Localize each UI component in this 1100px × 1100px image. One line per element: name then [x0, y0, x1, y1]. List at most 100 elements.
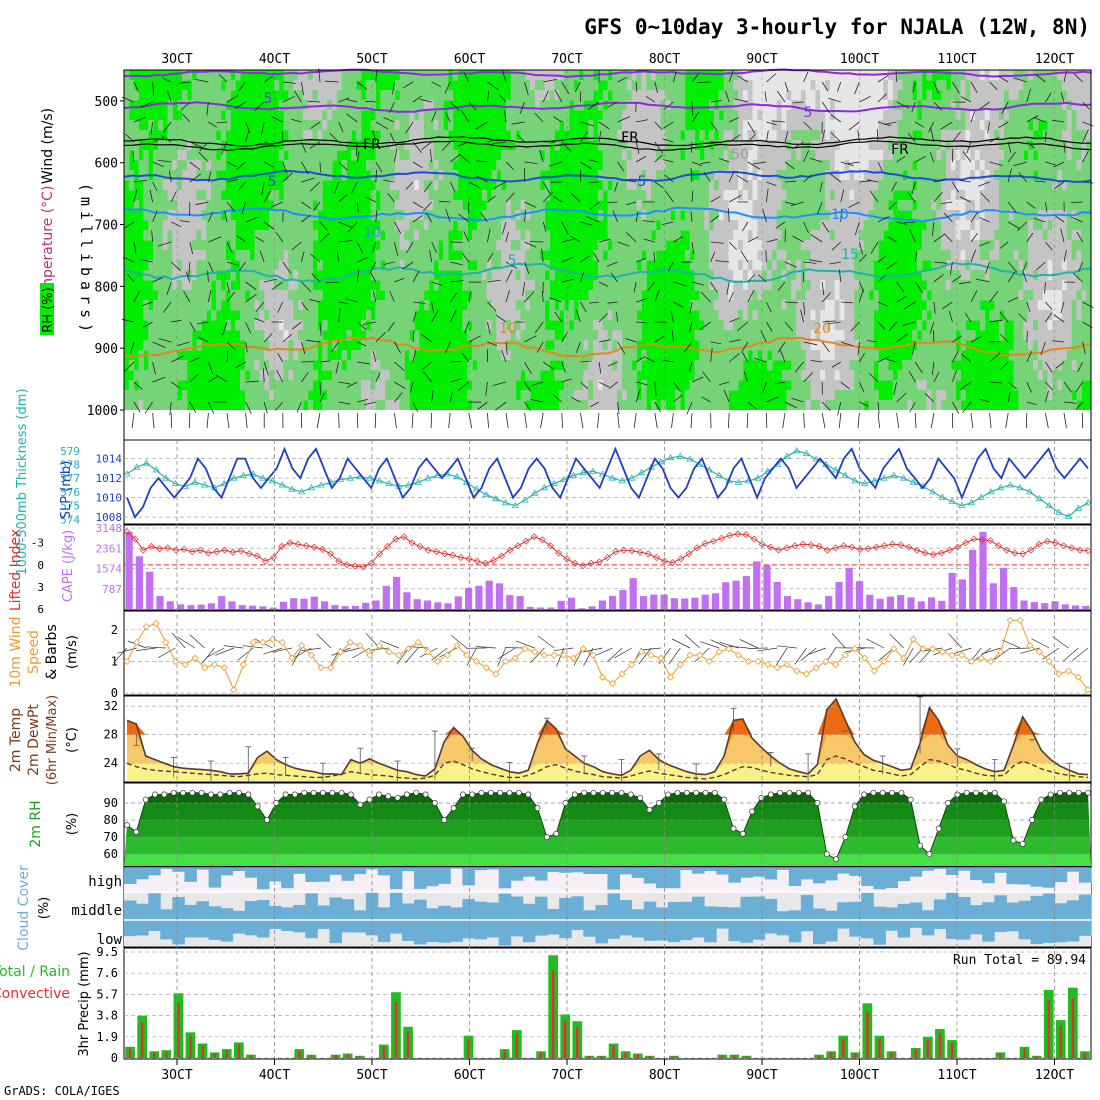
rh-cell	[965, 130, 971, 141]
rh-cell	[1037, 170, 1044, 181]
rh-cell	[820, 270, 826, 281]
rh-cell	[796, 220, 802, 231]
rh-cell	[283, 200, 289, 211]
rh-cell	[829, 270, 836, 281]
rh-cell	[602, 260, 609, 271]
rh-cell	[863, 340, 870, 351]
rh-cell	[1071, 310, 1078, 321]
rh-cell	[1023, 340, 1029, 351]
rh-cell	[767, 150, 773, 161]
rh-cell	[472, 350, 478, 361]
rh-cell	[254, 310, 260, 321]
rh-cell	[800, 230, 807, 241]
rh-cell	[820, 90, 826, 101]
rh-cell	[757, 200, 763, 211]
rh-cell	[1033, 330, 1039, 341]
rh-cell	[510, 110, 517, 121]
rh-cell	[791, 190, 797, 201]
rh-cell	[723, 310, 729, 321]
rh-cell	[496, 250, 502, 261]
rh-cell	[399, 200, 405, 211]
rh-cell	[975, 180, 981, 191]
rh-cell	[767, 230, 773, 241]
rh-cell	[559, 370, 565, 381]
rh-cell	[486, 340, 492, 351]
rh-cell	[883, 160, 889, 171]
rh-cell	[1057, 330, 1063, 341]
rh-cell	[975, 200, 981, 211]
rh-cell	[641, 240, 647, 251]
rh-cell	[873, 350, 879, 361]
upper-wind-barb	[189, 141, 203, 148]
rh-cell	[723, 350, 729, 361]
rh-cell	[820, 300, 826, 311]
rh-cell	[549, 120, 555, 131]
rh-cell	[820, 380, 826, 391]
rh-cell	[834, 250, 841, 261]
rh-cell	[854, 310, 860, 321]
rh-cell	[723, 250, 729, 261]
rh-cell	[825, 110, 831, 121]
rh-cell	[283, 220, 289, 231]
upper-wind-barb	[189, 241, 194, 255]
rh-cell	[723, 340, 729, 351]
rh-cell	[302, 260, 309, 271]
rh-cell	[829, 70, 836, 81]
rh-cell	[414, 150, 420, 161]
rh-cell	[1076, 270, 1082, 281]
rh-cell	[916, 340, 923, 351]
rh-cell	[317, 80, 323, 91]
rh-cell	[815, 110, 821, 121]
rh-cell	[786, 70, 792, 81]
rh-cell	[849, 190, 855, 201]
rh-cell	[946, 210, 952, 221]
rh-cell	[946, 180, 952, 191]
rh-cell	[878, 160, 884, 171]
rh-cell	[244, 380, 251, 391]
rh-cell	[839, 350, 845, 361]
rh-cell	[863, 140, 870, 151]
rh-cell	[1052, 70, 1058, 81]
rh-cell	[820, 340, 826, 351]
rh-cell	[1023, 160, 1029, 171]
rh-cell	[646, 230, 652, 241]
rh-cell	[979, 90, 986, 101]
rh-cell	[186, 150, 193, 161]
rh-cell	[288, 310, 294, 321]
rh-cell	[854, 130, 860, 141]
rh-cell	[293, 80, 299, 91]
rh-cell	[854, 160, 860, 171]
rh-cell	[829, 190, 836, 201]
rh-cell	[327, 110, 333, 121]
rh-cell	[733, 300, 739, 311]
rh-cell	[762, 350, 768, 361]
rh-cell	[177, 220, 183, 231]
rh-cell	[201, 140, 207, 151]
rh-cell	[404, 170, 410, 181]
rh-cell	[1037, 110, 1044, 121]
rh-cell	[414, 80, 420, 91]
rh-cell	[728, 320, 734, 331]
rh-cell	[747, 160, 754, 171]
rh-cell	[713, 170, 720, 181]
rh-cell	[825, 310, 831, 321]
rh-cell	[283, 360, 289, 371]
rh-cell	[622, 80, 628, 91]
rh-cell	[699, 190, 705, 201]
rh-cell	[617, 390, 623, 401]
rh-cell	[186, 130, 193, 141]
rh-cell	[849, 270, 855, 281]
rh-cell	[433, 200, 439, 211]
rh-cell	[520, 390, 526, 401]
rh-cell	[718, 140, 725, 151]
rh-cell	[302, 150, 309, 161]
rh-cell	[389, 150, 396, 161]
rh-cell	[162, 310, 169, 321]
rh-cell	[960, 300, 966, 311]
rh-cell	[230, 270, 236, 281]
rh-cell	[240, 300, 246, 311]
rh-cell	[641, 380, 647, 391]
rh-cell	[1071, 190, 1078, 201]
rh-cell	[191, 230, 198, 241]
rh-cell	[525, 200, 531, 211]
